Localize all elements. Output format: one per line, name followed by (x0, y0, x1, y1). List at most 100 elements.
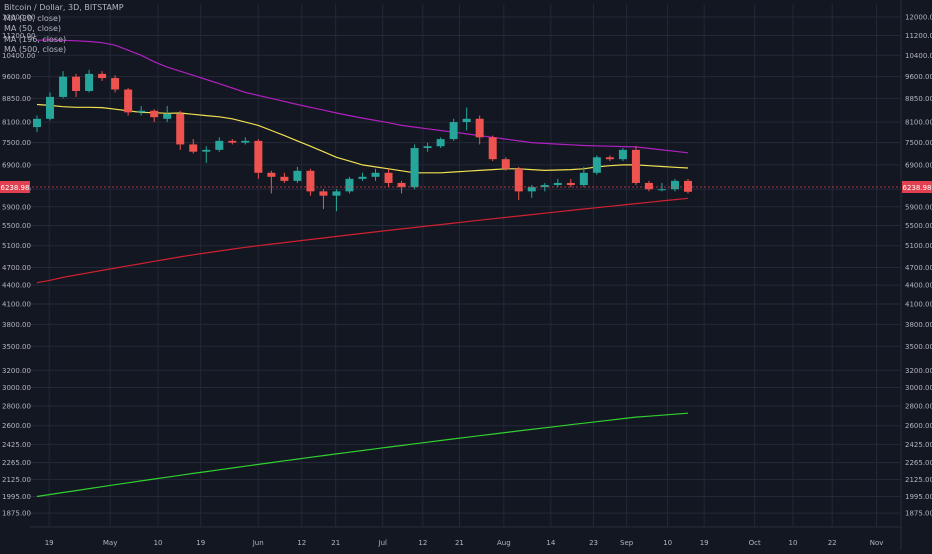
candle-body[interactable] (72, 76, 81, 91)
y-tick-label-left: 2600.00 (2, 422, 31, 430)
candle-body[interactable] (449, 122, 458, 140)
candle-body[interactable] (618, 149, 627, 160)
y-tick-label-left: 5500.00 (2, 222, 31, 230)
y-tick-label-right: 7500.00 (905, 139, 932, 147)
x-tick-label: 19 (700, 539, 709, 547)
y-tick-label-left: 5100.00 (2, 242, 31, 250)
y-tick-label-left: 2265.00 (2, 459, 31, 467)
candle-body[interactable] (579, 172, 588, 186)
last-price-label-left: 6238.98 (1, 184, 30, 192)
y-tick-label-left: 2800.00 (2, 402, 31, 410)
candle-body[interactable] (501, 159, 510, 169)
candle-body[interactable] (46, 96, 55, 119)
candle-body[interactable] (280, 176, 289, 181)
candle-body[interactable] (111, 78, 120, 90)
candle-body[interactable] (98, 73, 107, 79)
x-tick-label: Aug (497, 539, 511, 547)
last-price-label-right: 6238.98 (903, 184, 932, 192)
candle-body[interactable] (605, 157, 614, 160)
x-tick-label: 14 (546, 539, 555, 547)
candle-body[interactable] (215, 140, 224, 150)
candle-body[interactable] (644, 182, 653, 190)
candle-body[interactable] (397, 182, 406, 188)
y-tick-label-right: 6900.00 (905, 161, 932, 169)
x-tick-label: 10 (789, 539, 798, 547)
candle-body[interactable] (436, 139, 445, 147)
candle-body[interactable] (592, 157, 601, 173)
candle-body[interactable] (332, 191, 341, 196)
y-tick-label-left: 2425.00 (2, 441, 31, 449)
candle-body[interactable] (202, 149, 211, 152)
candle-body[interactable] (358, 176, 367, 179)
y-tick-label-left: 8850.00 (2, 95, 31, 103)
candle-body[interactable] (254, 140, 263, 173)
candle-body[interactable] (631, 149, 640, 183)
x-tick-label: 10 (154, 539, 163, 547)
candle-body[interactable] (514, 168, 523, 192)
y-tick-label-left: 3200.00 (2, 367, 31, 375)
y-tick-label-right: 3000.00 (905, 384, 932, 392)
candle-body[interactable] (410, 148, 419, 188)
y-tick-label-left: 1875.00 (2, 510, 31, 518)
x-tick-label: 12 (297, 539, 306, 547)
candle-body[interactable] (553, 182, 562, 186)
candle-body[interactable] (189, 144, 198, 152)
candle-body[interactable] (124, 89, 133, 113)
candle-body[interactable] (59, 76, 68, 97)
y-tick-label-right: 2600.00 (905, 422, 932, 430)
candle-body[interactable] (176, 113, 185, 145)
candle-body[interactable] (423, 146, 432, 149)
x-tick-label: 19 (196, 539, 205, 547)
y-tick-label-right: 1875.00 (905, 510, 932, 518)
y-tick-label-right: 2125.00 (905, 476, 932, 484)
candle-body[interactable] (150, 110, 159, 118)
candle-body[interactable] (657, 189, 666, 191)
x-tick-label: 22 (828, 539, 837, 547)
y-tick-label-right: 4400.00 (905, 282, 932, 290)
candle-body[interactable] (33, 118, 41, 128)
y-tick-label-right: 10400.00 (905, 52, 932, 60)
y-tick-label-right: 3200.00 (905, 367, 932, 375)
y-tick-label-left: 4100.00 (2, 301, 31, 309)
legend-ma500[interactable]: MA (500, close) (4, 45, 67, 54)
candle-body[interactable] (488, 137, 497, 160)
legend-symbol-title[interactable]: Bitcoin / Dollar, 3D, BITSTAMP (4, 3, 124, 12)
ma500-line (36, 412, 689, 498)
y-tick-label-right: 5900.00 (905, 203, 932, 211)
x-tick-label: May (103, 539, 117, 547)
candle-body[interactable] (306, 170, 315, 192)
legend-ma50[interactable]: MA (50, close) (4, 24, 62, 33)
candle-body[interactable] (267, 172, 276, 177)
candle-body[interactable] (475, 118, 484, 138)
x-tick-label: Oct (749, 539, 761, 547)
y-tick-label-left: 4400.00 (2, 282, 31, 290)
y-tick-label-left: 12000.00 (2, 14, 35, 22)
y-tick-label-left: 3800.00 (2, 321, 31, 329)
candle-body[interactable] (371, 172, 380, 177)
y-tick-label-right: 2265.00 (905, 459, 932, 467)
x-tick-label: 21 (331, 539, 340, 547)
candle-body[interactable] (540, 185, 549, 188)
candle-body[interactable] (85, 73, 94, 91)
candle-body[interactable] (163, 113, 172, 119)
candle-body[interactable] (228, 140, 237, 143)
candle-body[interactable] (241, 140, 250, 143)
candle-body[interactable] (137, 110, 146, 113)
candle-body[interactable] (670, 180, 679, 190)
candle-body[interactable] (462, 118, 471, 123)
x-tick-label: Sep (620, 539, 634, 547)
candle-body[interactable] (384, 172, 393, 183)
legend-ma196[interactable]: MA (196, close) (4, 34, 67, 44)
candle-body[interactable] (566, 182, 575, 186)
legend-ma20[interactable]: MA (20, close) (4, 13, 62, 23)
candle-body[interactable] (527, 187, 536, 192)
candle-body[interactable] (319, 191, 328, 196)
y-tick-label-right: 11200.00 (905, 32, 932, 40)
candle-body[interactable] (293, 170, 302, 181)
candle-body[interactable] (345, 178, 354, 192)
y-tick-label-right: 8850.00 (905, 95, 932, 103)
candle-body[interactable] (684, 180, 692, 192)
x-tick-label: 19 (45, 539, 54, 547)
